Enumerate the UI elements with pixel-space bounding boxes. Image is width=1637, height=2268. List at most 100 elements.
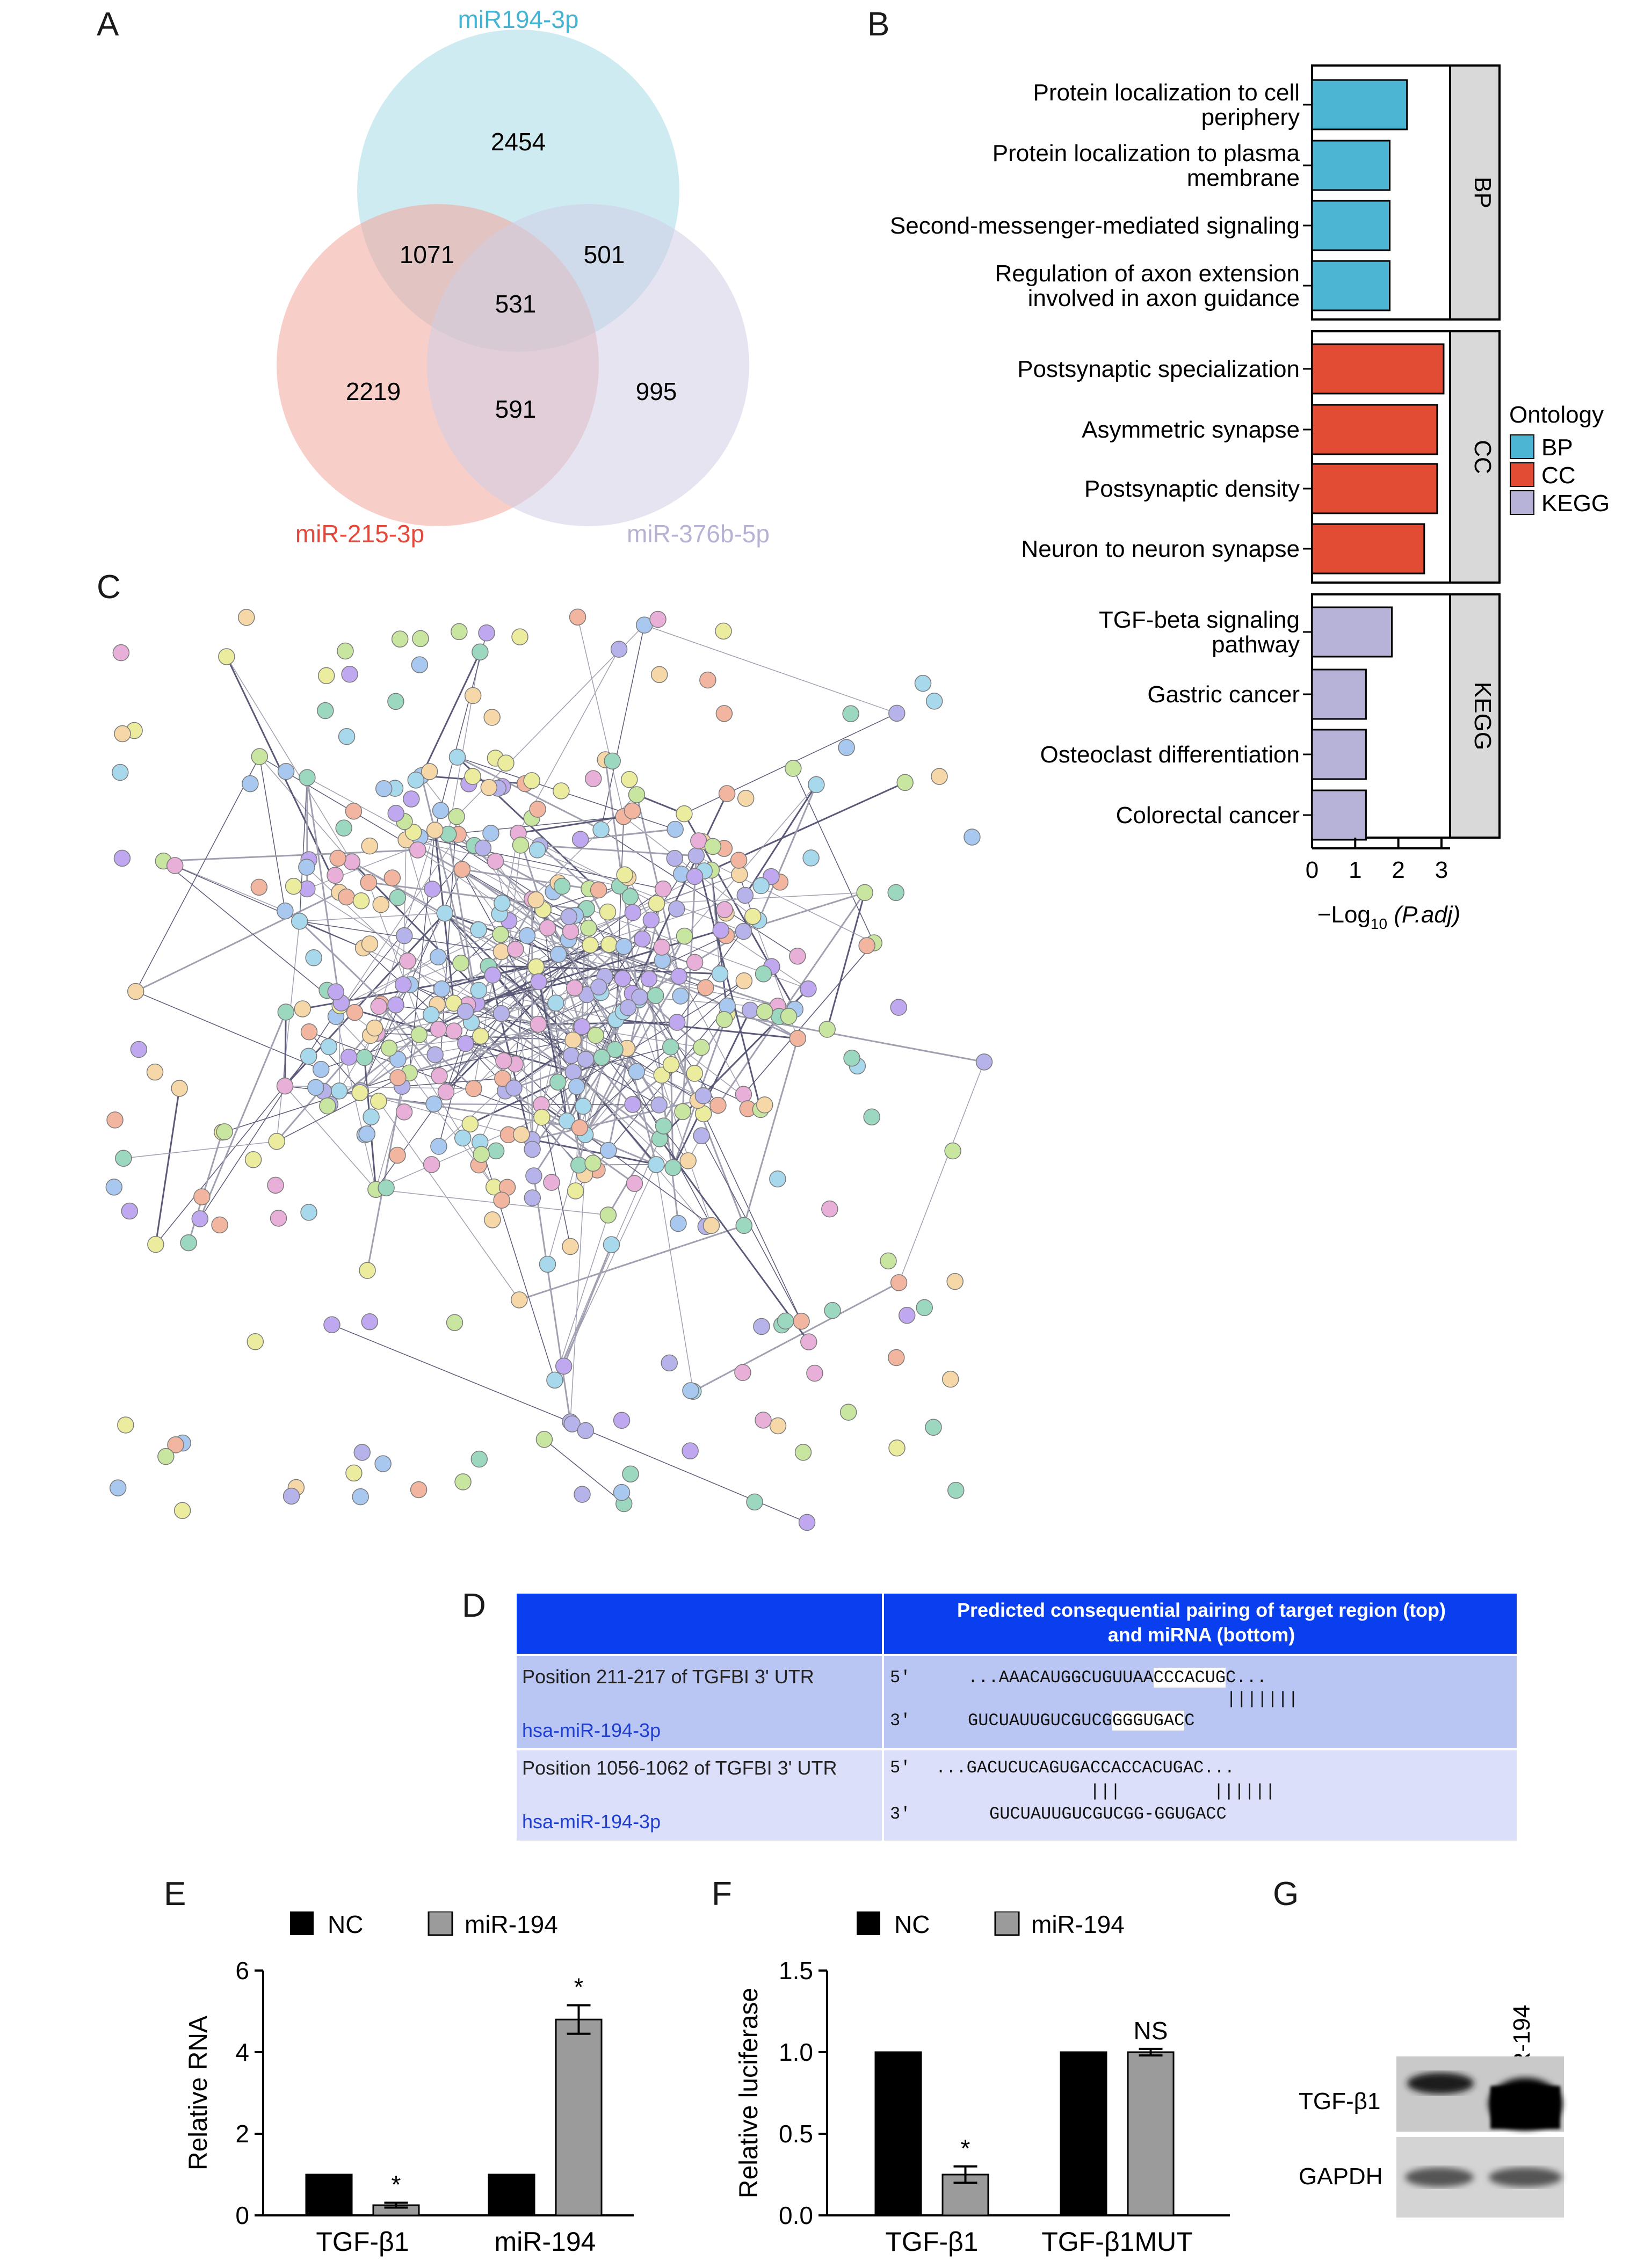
network-node	[654, 880, 672, 898]
facet-label-kegg: KEGG	[1469, 682, 1496, 750]
network-node	[941, 1370, 959, 1388]
network-node	[562, 1238, 579, 1255]
network-node	[407, 772, 425, 789]
network-edge	[659, 1138, 810, 1342]
network-edge	[695, 855, 762, 1110]
network-node	[600, 936, 618, 953]
network-node	[746, 1493, 763, 1511]
category-label: Regulation of axon extension	[995, 260, 1300, 287]
network-edge	[444, 912, 574, 1041]
network-node	[465, 1080, 482, 1097]
network-node	[511, 1291, 528, 1309]
network-node	[341, 666, 358, 683]
network-node	[880, 1252, 897, 1270]
network-edge	[135, 891, 340, 992]
network-node	[563, 1415, 581, 1433]
bar-9	[1311, 668, 1367, 720]
network-node	[642, 911, 660, 929]
network-node	[839, 1404, 857, 1421]
network-node	[340, 1049, 358, 1066]
venn-diagram: miR194-3p miR-215-3p miR-376b-5p 2454 10…	[277, 5, 770, 548]
target-seq-post: C...	[1226, 1668, 1267, 1688]
network-node	[425, 1095, 443, 1113]
network-node	[361, 935, 379, 953]
network-node	[528, 841, 546, 859]
network-node	[305, 949, 322, 966]
network-node	[338, 728, 356, 745]
network-node	[356, 1049, 373, 1066]
network-edge	[299, 777, 308, 921]
network-node	[628, 786, 646, 803]
network-edge	[648, 784, 817, 979]
network-node	[890, 1274, 908, 1291]
network-node	[370, 1093, 387, 1110]
network-node	[436, 904, 453, 922]
network-node	[590, 881, 607, 899]
network-edge	[571, 1423, 807, 1523]
network-node	[327, 983, 345, 1000]
bar-6	[1311, 463, 1438, 514]
significance-annotation: NS	[1134, 2017, 1168, 2045]
network-node	[387, 693, 404, 710]
legend-swatch-nc	[290, 1911, 314, 1935]
network-node	[667, 820, 684, 838]
network-edge	[308, 1031, 361, 1091]
network-node	[523, 772, 540, 789]
network-node	[777, 1312, 794, 1330]
network-node	[550, 946, 567, 963]
network-node	[702, 1217, 720, 1234]
category-label: TGF-beta signaling	[1099, 607, 1300, 633]
category-label: Gastric cancer	[1147, 681, 1300, 708]
network-edge	[717, 892, 866, 1106]
legend-swatch-bp	[1510, 434, 1534, 459]
panel-label-b: B	[867, 6, 890, 43]
panel-label-g: G	[1273, 1876, 1299, 1913]
y-tick-label: 0.0	[779, 2201, 813, 2229]
network-node	[431, 1067, 448, 1085]
network-node	[925, 1419, 942, 1436]
network-node	[582, 936, 599, 954]
network-edge	[541, 1116, 635, 1184]
network-node	[567, 1182, 584, 1200]
network-node	[687, 847, 705, 864]
network-edge	[539, 845, 590, 890]
network-node	[626, 1175, 643, 1192]
network-node	[277, 902, 294, 920]
network-edge	[693, 1282, 900, 1392]
prime5-label: 5'	[890, 1668, 911, 1688]
network-node	[620, 770, 638, 788]
network-node	[329, 849, 346, 867]
network-node	[736, 886, 754, 904]
network-node	[794, 1444, 812, 1461]
network-node	[294, 1000, 312, 1017]
network-node	[715, 1011, 733, 1028]
network-node	[277, 763, 295, 780]
network-node	[430, 948, 447, 966]
network-node	[366, 1019, 383, 1037]
network-edge	[447, 834, 478, 1004]
category-label: involved in axon guidance	[1028, 285, 1300, 311]
network-node	[193, 1188, 211, 1205]
network-edge	[554, 1164, 657, 1380]
network-node	[484, 1211, 501, 1229]
network-node	[387, 996, 404, 1014]
network-node	[277, 1004, 295, 1021]
network-node	[432, 802, 450, 819]
network-node	[454, 1129, 472, 1147]
venn-count-left-right: 591	[495, 395, 537, 423]
network-edge	[199, 1005, 341, 1219]
network-node	[487, 1142, 505, 1160]
network-node	[555, 1357, 573, 1375]
network-edge	[600, 829, 798, 957]
network-node	[352, 1488, 369, 1506]
network-edge	[580, 828, 676, 840]
network-node	[530, 1015, 547, 1033]
network-node	[421, 763, 438, 780]
network-node	[394, 976, 412, 993]
network-node	[888, 1349, 905, 1366]
network-node	[112, 764, 129, 781]
network-node	[603, 1236, 620, 1253]
network-node	[191, 1210, 209, 1227]
network-node	[793, 1312, 810, 1330]
network-node	[270, 1210, 287, 1227]
